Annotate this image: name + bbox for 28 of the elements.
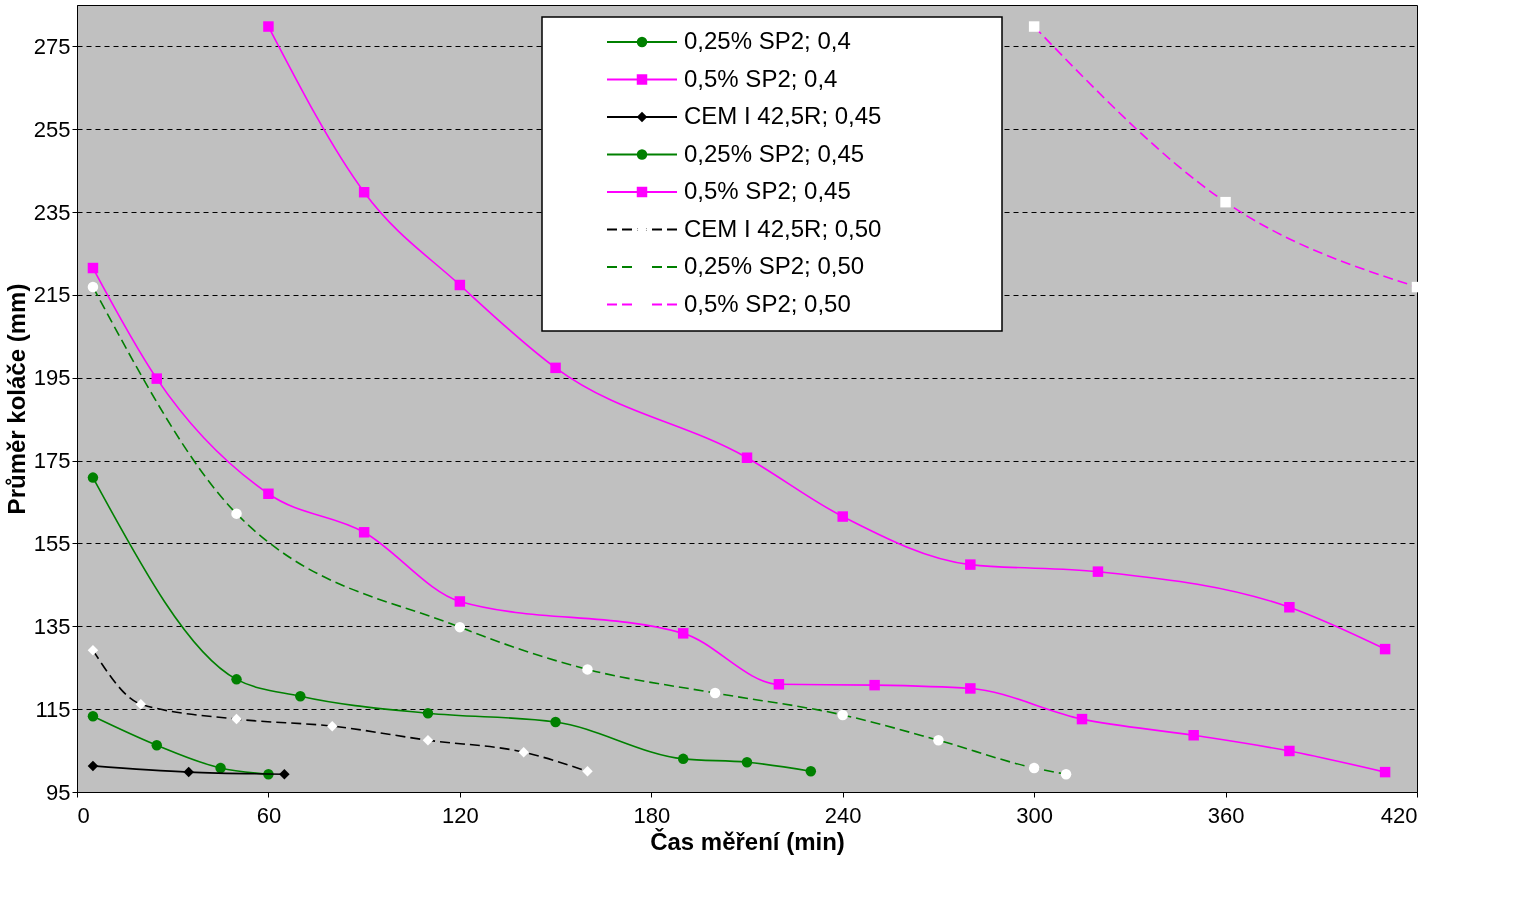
y-axis-title: Průměr koláče (mm): [2, 283, 30, 515]
x-tick-label: 240: [824, 802, 862, 828]
x-tick-label: 300: [1016, 802, 1053, 828]
legend-label: 0,25% SP2; 0,50: [684, 252, 865, 279]
y-tick-label: 135: [33, 613, 71, 639]
legend-label: CEM I 42,5R; 0,50: [684, 214, 882, 242]
y-tick-label: 95: [46, 779, 71, 805]
legend-label: CEM I 42,5R; 0,45: [684, 102, 882, 129]
x-tick-label: 120: [442, 802, 479, 828]
y-tick-label: 175: [33, 448, 71, 474]
y-tick-label: 155: [33, 530, 71, 556]
legend-label: 0,5% SP2; 0,4: [684, 64, 838, 92]
y-tick-label: 255: [33, 116, 71, 142]
y-tick-label: 115: [35, 696, 71, 722]
y-tick-label: 235: [33, 199, 71, 225]
y-tick-label: 275: [33, 33, 71, 59]
x-tick-label: 180: [633, 802, 671, 828]
legend-label: 0,25% SP2; 0,45: [684, 139, 865, 167]
legend-label: 0,5% SP2; 0,45: [684, 177, 851, 204]
x-tick-label: 60: [256, 802, 282, 828]
x-tick-label: 360: [1207, 802, 1245, 828]
legend-label: 0,25% SP2; 0,4: [684, 27, 851, 54]
y-tick-label: 215: [33, 282, 71, 308]
x-axis-title: Čas měření (min): [650, 827, 845, 855]
x-tick-label: 420: [1380, 802, 1418, 828]
x-tick-label: 0: [77, 802, 90, 828]
legend-label: 0,5% SP2; 0,50: [684, 289, 851, 317]
y-tick-label: 195: [33, 365, 71, 391]
